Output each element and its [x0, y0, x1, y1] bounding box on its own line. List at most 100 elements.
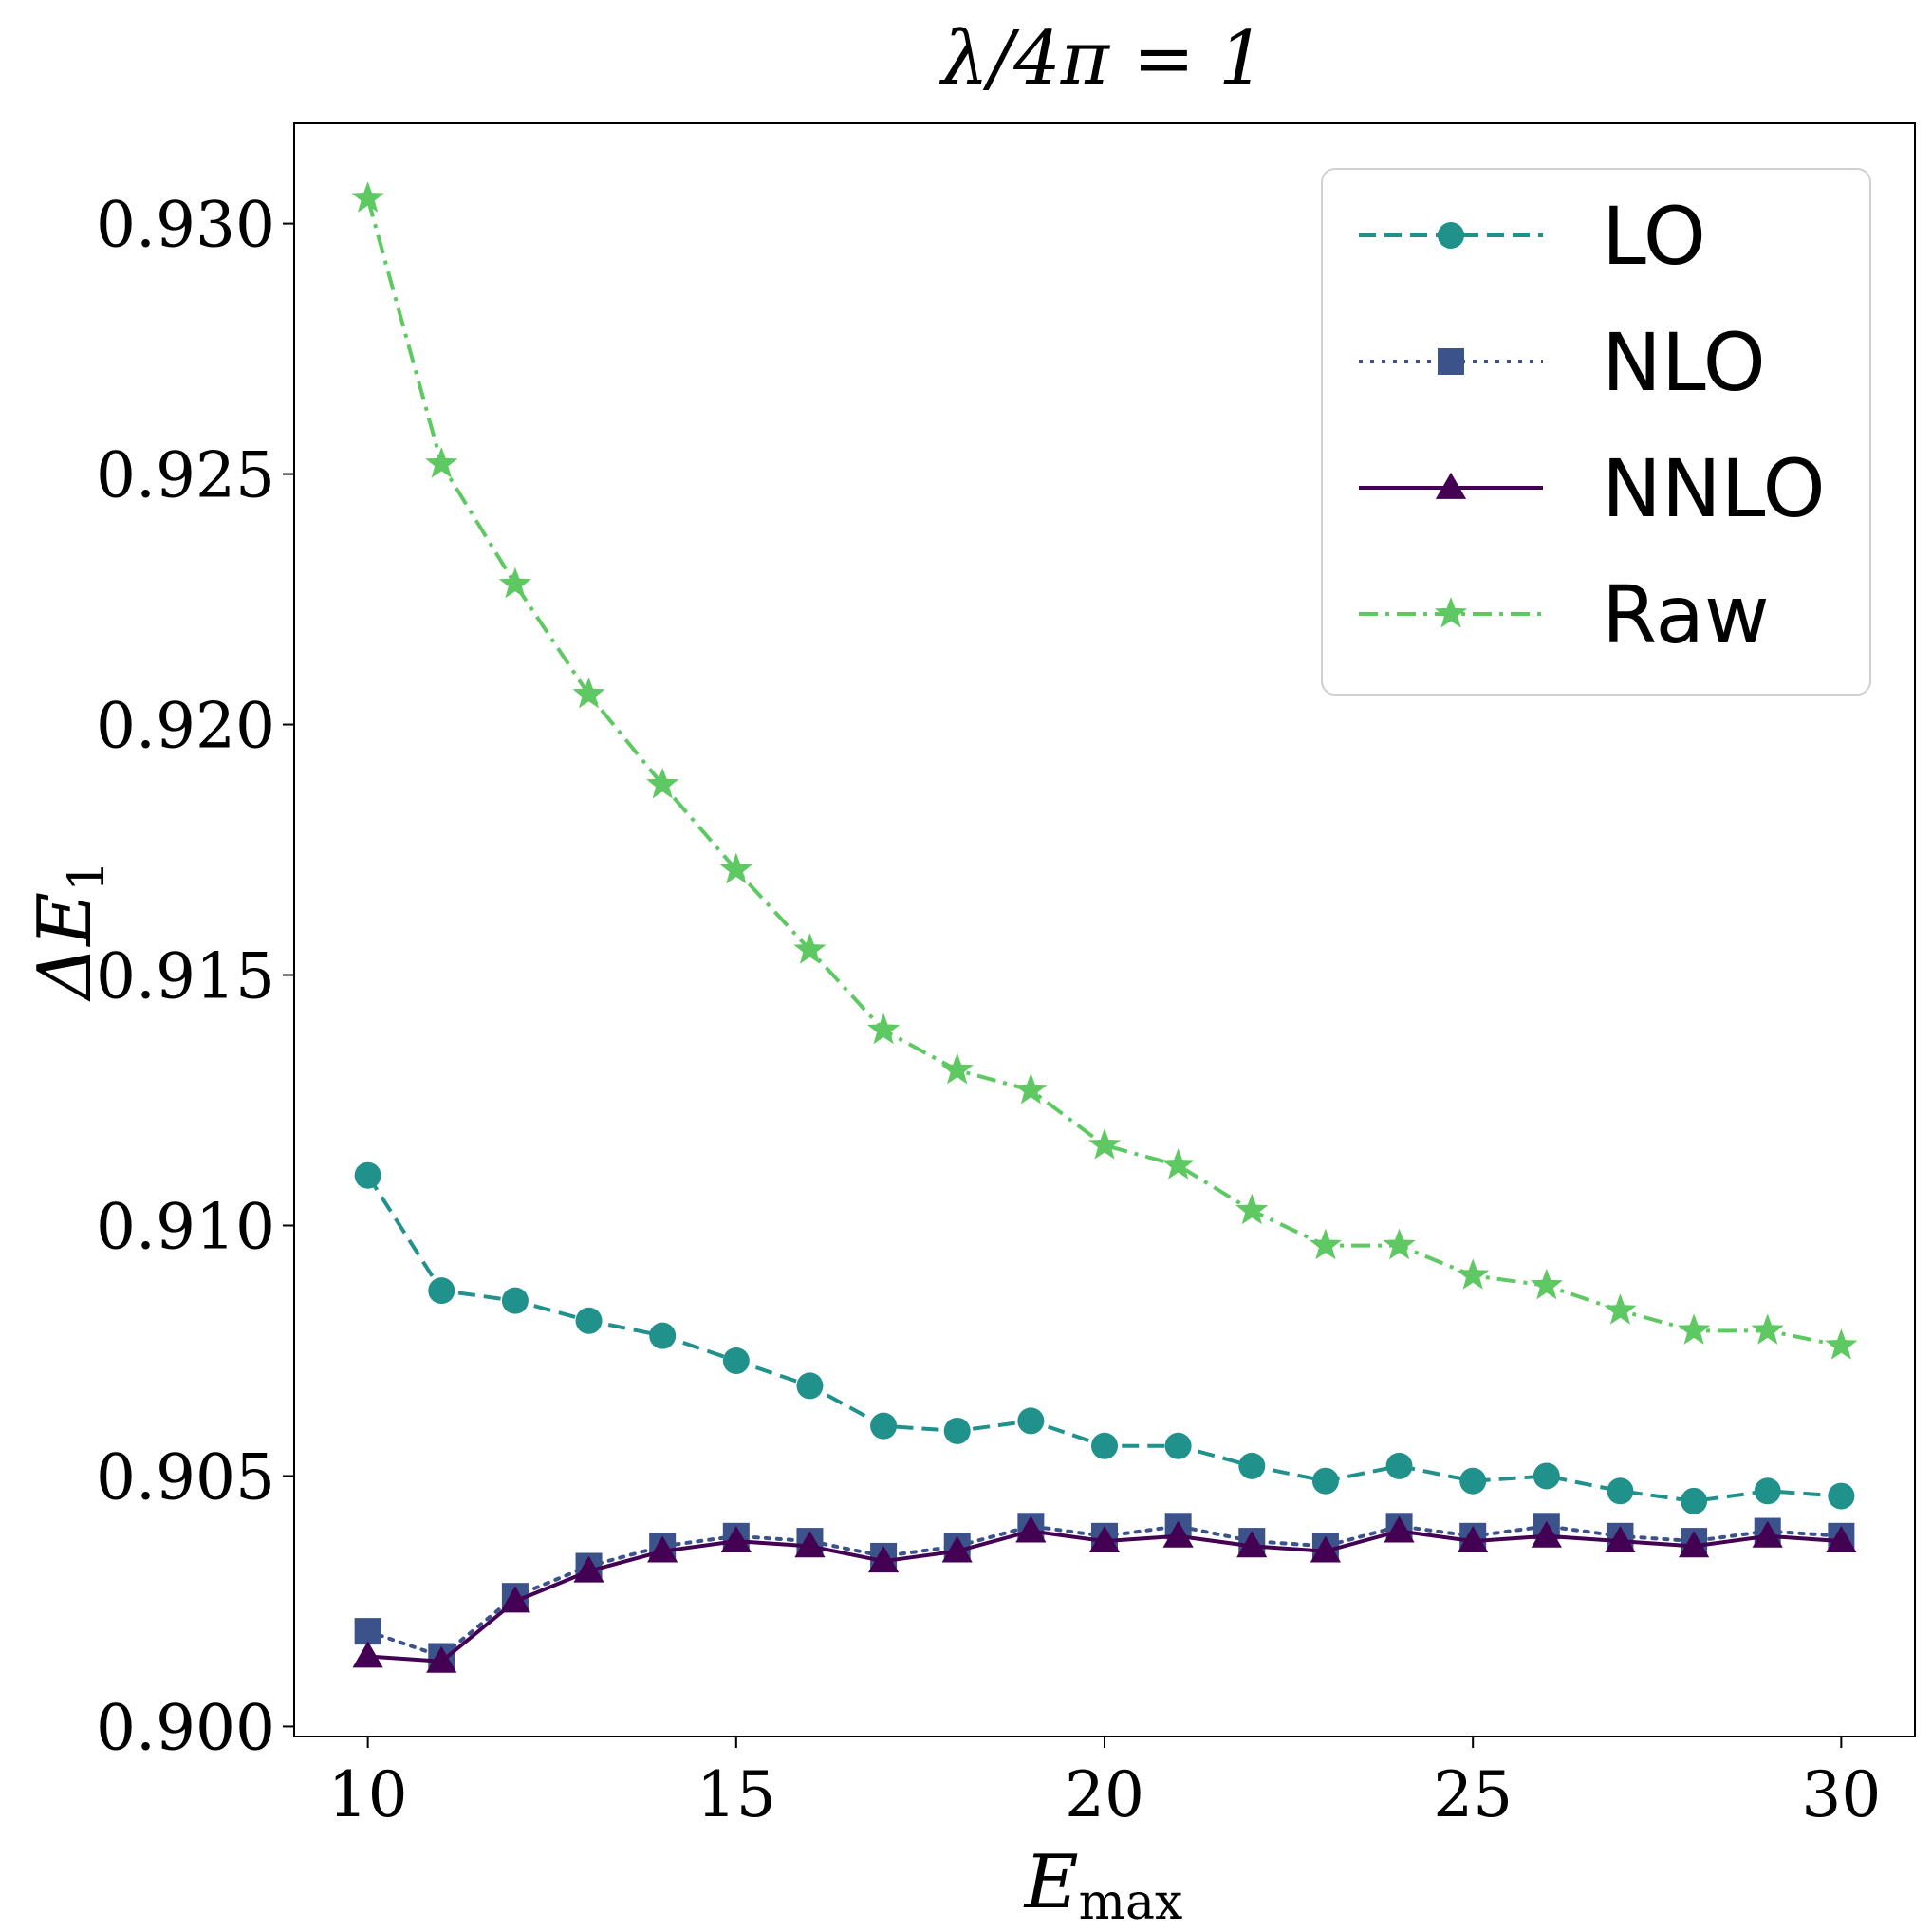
x-axis-ticks: 10 15 20 25 30: [328, 1737, 1881, 1831]
data-point-lo: [1828, 1482, 1855, 1510]
data-point-lo: [1385, 1452, 1413, 1479]
data-point-raw: [425, 447, 458, 478]
legend-box: [1321, 168, 1871, 696]
data-point-raw: [1751, 1313, 1784, 1345]
data-point-lo: [1754, 1477, 1781, 1505]
x-axis-label-sub: max: [1079, 1874, 1183, 1931]
legend-item-nnlo: NNLO: [1359, 442, 1826, 535]
series-line-raw: [365, 197, 1842, 1348]
legend-marker-raw: [1434, 597, 1468, 628]
data-point-lo: [428, 1277, 455, 1305]
data-point-raw: [1087, 1128, 1122, 1160]
legend-label-nnlo: NNLO: [1602, 442, 1826, 535]
legend-item-raw: Raw: [1359, 568, 1770, 661]
legend-label-nlo: NLO: [1602, 316, 1766, 409]
series-layer: [351, 181, 1858, 1673]
data-point-nlo: [354, 1618, 381, 1645]
y-tick-label: 0.915: [96, 940, 275, 1013]
x-tick-label: 20: [1065, 1758, 1144, 1831]
data-point-lo: [722, 1347, 750, 1375]
y-tick-label: 0.900: [96, 1691, 275, 1764]
data-point-nnlo: [1236, 1531, 1268, 1558]
legend-label-raw: Raw: [1602, 568, 1770, 661]
data-point-nnlo: [1162, 1520, 1194, 1548]
y-tick-label: 0.905: [96, 1440, 275, 1514]
y-axis-label-sub: 1: [59, 861, 116, 892]
data-point-lo: [1459, 1467, 1487, 1495]
data-point-raw: [1678, 1313, 1711, 1345]
legend-marker-lo: [1438, 222, 1464, 249]
data-point-lo: [1091, 1432, 1118, 1459]
data-point-nnlo: [1605, 1525, 1636, 1552]
data-point-nnlo: [1531, 1520, 1562, 1548]
data-point-nnlo: [647, 1535, 678, 1563]
data-point-nnlo: [1088, 1525, 1121, 1552]
data-point-raw: [646, 767, 679, 799]
x-tick-label: 30: [1801, 1758, 1881, 1831]
y-axis-label: ΔE1: [23, 861, 116, 1002]
data-point-lo: [943, 1417, 971, 1444]
data-point-lo: [1238, 1452, 1266, 1479]
legend-item-lo: LO: [1359, 190, 1706, 283]
data-point-raw: [1383, 1228, 1416, 1260]
legend: LO NLO NNLO Raw: [1321, 168, 1871, 696]
data-point-nnlo: [1310, 1535, 1342, 1563]
y-axis-ticks: 0.900 0.905 0.910 0.915 0.920 0.925 0.930: [96, 189, 294, 1764]
data-point-nnlo: [1752, 1520, 1783, 1548]
series-lo: [354, 1161, 1855, 1514]
data-point-lo: [354, 1161, 381, 1189]
x-axis-label-main: E: [1023, 1840, 1079, 1925]
data-point-nnlo: [941, 1535, 973, 1563]
data-point-raw: [1457, 1258, 1490, 1290]
data-point-raw: [1604, 1293, 1637, 1325]
legend-marker-nlo: [1438, 348, 1464, 375]
x-tick-label: 10: [328, 1758, 408, 1831]
data-point-lo: [1681, 1487, 1708, 1514]
data-point-raw: [1161, 1148, 1195, 1180]
data-point-nnlo: [1678, 1531, 1710, 1558]
data-point-lo: [1311, 1467, 1339, 1495]
data-point-nnlo: [573, 1555, 604, 1583]
data-point-lo: [1607, 1477, 1634, 1505]
data-point-lo: [1017, 1407, 1045, 1435]
data-point-lo: [870, 1412, 898, 1440]
data-point-nnlo: [352, 1641, 383, 1668]
x-axis-label: Emax: [1023, 1840, 1183, 1931]
data-point-raw: [1825, 1328, 1858, 1360]
y-tick-label: 0.910: [96, 1190, 275, 1263]
data-point-nnlo: [720, 1525, 752, 1552]
data-point-nnlo: [1384, 1515, 1415, 1543]
data-point-nnlo: [426, 1645, 457, 1673]
data-point-raw: [1309, 1228, 1342, 1260]
data-point-raw: [498, 567, 531, 599]
data-point-lo: [501, 1287, 529, 1314]
data-point-lo: [1164, 1432, 1192, 1459]
data-point-raw: [1235, 1193, 1269, 1225]
data-point-nnlo: [1826, 1525, 1857, 1552]
y-tick-label: 0.920: [96, 690, 275, 763]
data-point-nnlo: [867, 1546, 900, 1573]
data-point-nnlo: [499, 1586, 531, 1613]
data-point-nnlo: [794, 1531, 826, 1558]
data-point-lo: [575, 1307, 603, 1334]
data-point-lo: [1533, 1462, 1560, 1490]
series-nnlo: [352, 1515, 1857, 1673]
legend-marker-nnlo: [1435, 472, 1467, 499]
data-point-raw: [867, 1012, 901, 1045]
series-raw: [351, 181, 1858, 1360]
y-tick-label: 0.925: [96, 439, 275, 512]
x-tick-label: 15: [697, 1758, 776, 1831]
data-point-lo: [649, 1322, 677, 1349]
legend-label-lo: LO: [1602, 190, 1706, 283]
data-point-nnlo: [1015, 1515, 1047, 1543]
data-point-raw: [572, 677, 605, 709]
x-tick-label: 25: [1433, 1758, 1513, 1831]
y-tick-label: 0.930: [96, 189, 275, 262]
data-point-nnlo: [1458, 1525, 1489, 1552]
data-point-raw: [719, 852, 752, 884]
data-point-raw: [793, 933, 827, 964]
data-point-raw: [1530, 1268, 1563, 1300]
data-point-raw: [351, 181, 384, 213]
y-axis-label-main: ΔE: [23, 892, 108, 1002]
